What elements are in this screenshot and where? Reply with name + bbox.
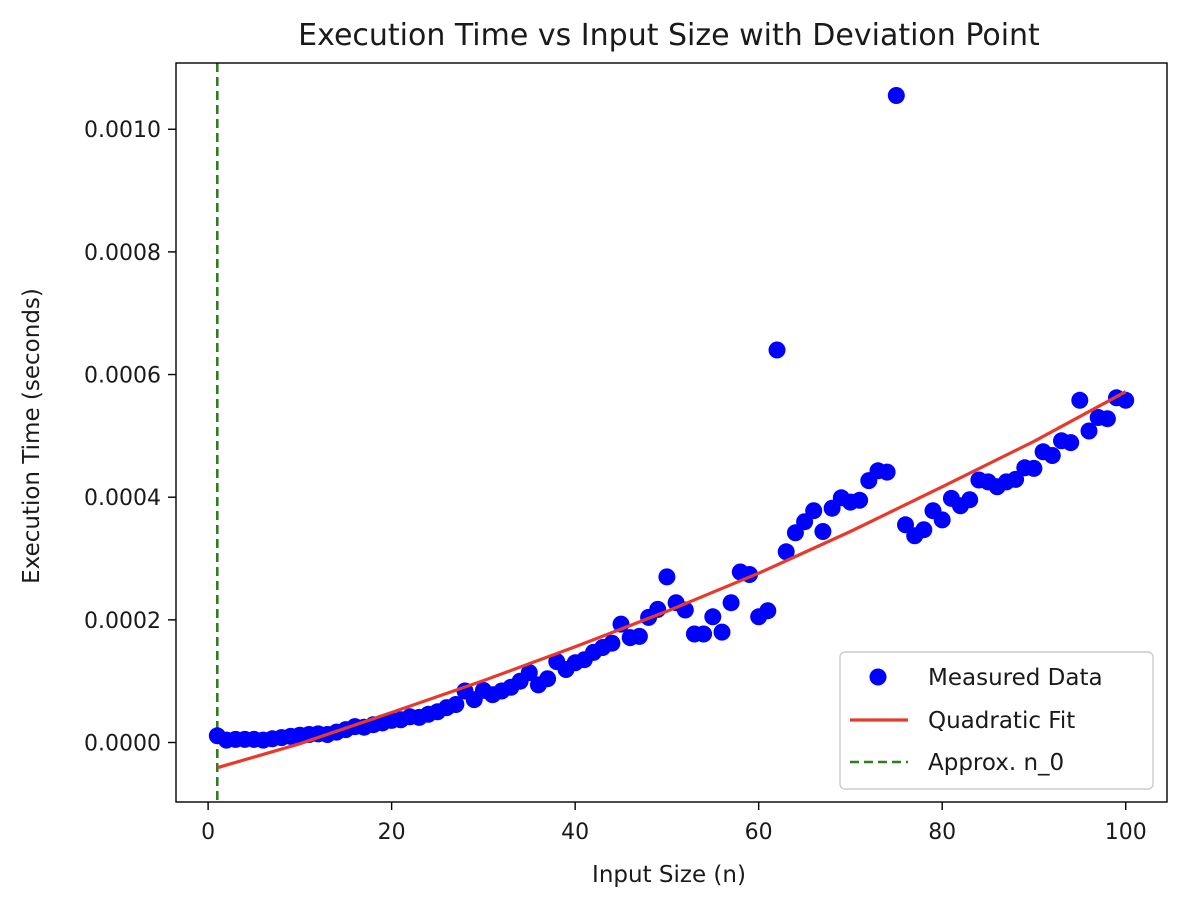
- chart-title: Execution Time vs Input Size with Deviat…: [298, 18, 1040, 53]
- x-tick-label: 60: [745, 820, 773, 845]
- data-point: [961, 491, 979, 509]
- data-point: [1062, 434, 1080, 452]
- legend-marker-measured: [869, 668, 887, 686]
- y-tick-label: 0.0004: [84, 486, 161, 511]
- data-point: [520, 664, 538, 682]
- x-tick-label: 20: [378, 820, 406, 845]
- data-point: [658, 568, 676, 586]
- data-point: [851, 491, 869, 509]
- y-tick-label: 0.0002: [84, 609, 161, 634]
- data-point: [814, 523, 832, 540]
- data-point: [630, 627, 648, 645]
- data-point: [603, 634, 621, 652]
- plot-frame: [175, 62, 1168, 803]
- data-point: [1043, 447, 1061, 464]
- x-axis-label: Input Size (n): [592, 862, 746, 888]
- y-axis-label: Execution Time (seconds): [19, 288, 45, 584]
- data-point: [1117, 391, 1135, 409]
- x-tick-label: 40: [561, 820, 589, 845]
- legend-label: Quadratic Fit: [928, 708, 1075, 734]
- data-point: [447, 696, 465, 713]
- x-tick-label: 0: [201, 820, 215, 845]
- data-point: [1071, 391, 1089, 409]
- data-point: [704, 608, 722, 626]
- y-tick-label: 0.0010: [84, 118, 161, 143]
- axis-ticks: 0 20 40 60 80 100 0.0000 0.0002 0.0004 0.0006 0.00…: [84, 118, 1147, 845]
- y-tick-label: 0.0000: [84, 732, 161, 757]
- data-point: [1080, 422, 1098, 440]
- data-point: [768, 341, 786, 359]
- y-tick-label: 0.0008: [84, 241, 161, 266]
- data-point: [805, 502, 823, 520]
- quadratic-fit-line: [216, 390, 1127, 770]
- data-point: [878, 463, 896, 481]
- data-point: [759, 602, 777, 620]
- legend-box: [839, 651, 1154, 790]
- legend: Measured Data Quadratic Fit Approx. n_0: [839, 651, 1154, 790]
- data-point: [1098, 410, 1116, 428]
- data-point: [915, 521, 933, 539]
- data-point: [1007, 470, 1025, 488]
- legend-label: Measured Data: [928, 665, 1103, 691]
- y-tick-label: 0.0006: [84, 364, 161, 389]
- data-point: [887, 87, 905, 104]
- data-point: [713, 623, 731, 641]
- data-point: [777, 543, 795, 561]
- data-point: [1025, 459, 1043, 477]
- data-point: [722, 594, 740, 612]
- data-point: [933, 511, 951, 529]
- x-tick-label: 80: [928, 820, 956, 845]
- data-point: [539, 670, 557, 688]
- legend-label: Approx. n_0: [928, 750, 1064, 776]
- x-tick-label: 100: [1105, 820, 1147, 845]
- data-point: [695, 625, 713, 643]
